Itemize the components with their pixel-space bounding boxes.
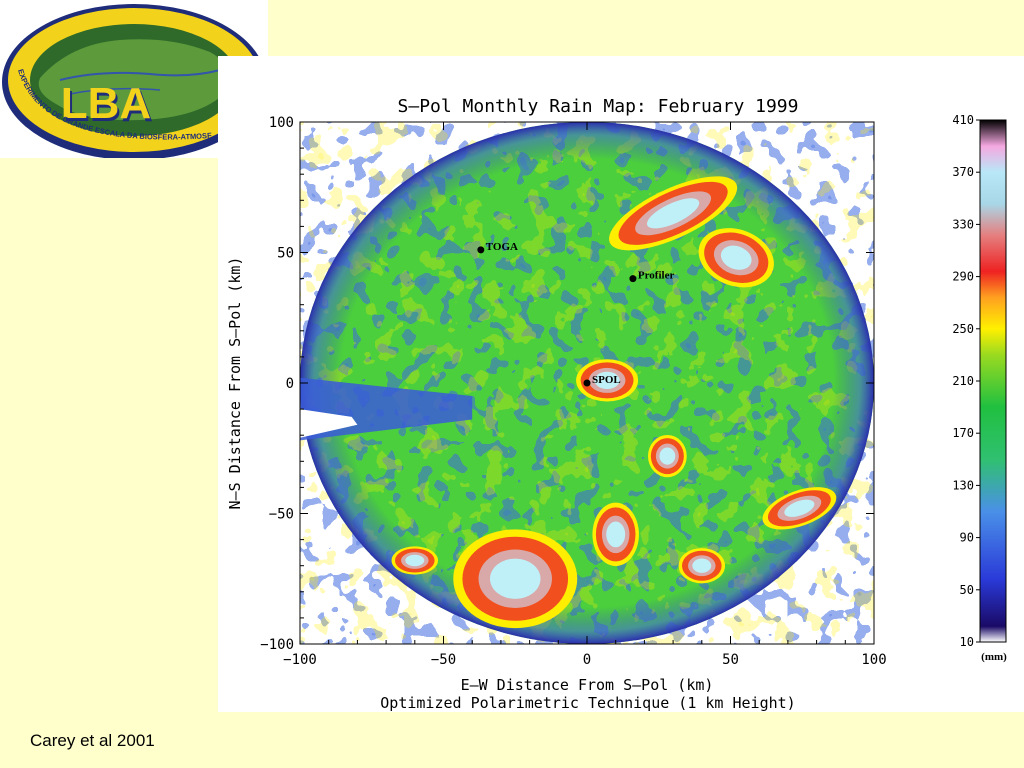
colorbar-tick-label: 290 — [952, 270, 974, 284]
colorbar-tick-label: 210 — [952, 374, 974, 388]
y-tick-label: 50 — [277, 246, 294, 262]
colorbar-tick-label: 10 — [960, 635, 974, 649]
svg-text:LBA: LBA — [63, 82, 153, 131]
colorbar-tick-label: 250 — [952, 322, 974, 336]
y-tick-label: 100 — [269, 115, 294, 131]
rain-blob-core-2 — [489, 558, 541, 599]
colorbar-tick-label: 330 — [952, 217, 974, 231]
x-tick-label: 0 — [583, 652, 591, 668]
station-label-profiler: Profiler — [638, 270, 675, 282]
station-label-spol: SPOL — [592, 374, 621, 386]
rain-map-field: TOGA Profiler SPOL — [300, 122, 874, 644]
y-tick-label: −50 — [269, 507, 294, 523]
y-tick-label: 0 — [286, 376, 294, 392]
colorbar: 10 50 90 130 170 210 250 290 330 370 410 — [952, 113, 1007, 649]
rain-blob-core-5 — [606, 521, 626, 548]
lba-logo-text: LBA — [61, 79, 151, 128]
chart-subtitle: Optimized Polarimetric Technique (1 km H… — [380, 694, 795, 712]
station-label-toga: TOGA — [486, 241, 518, 253]
rain-map-figure: TOGA Profiler SPOL −100 −50 0 50 100 −100 −50 0 50… — [218, 56, 1024, 712]
rain-blob-core-1 — [720, 245, 752, 270]
colorbar-tick-label: 90 — [960, 531, 974, 545]
rain-map-chart: TOGA Profiler SPOL −100 −50 0 50 100 −100 −50 0 50… — [226, 96, 1007, 712]
citation: Carey et al 2001 — [30, 731, 155, 750]
rain-blob-core-6 — [659, 447, 676, 465]
rain-blob-core-8 — [405, 554, 425, 567]
rain-blob-core-0 — [647, 198, 700, 229]
y-tick-label: −100 — [260, 637, 294, 653]
station-marker-spol — [583, 379, 591, 387]
rain-blob-core-4 — [784, 499, 815, 517]
x-tick-label: −100 — [283, 652, 317, 668]
colorbar-unit: (mm) — [981, 651, 1007, 663]
axes: −100 −50 0 50 100 −100 −50 0 50 100 — [260, 115, 886, 668]
lba-logo-emblem: LBA LBA EXPERIMENTO DE GRANDE ESCALA DA … — [0, 0, 266, 160]
colorbar-tick-label: 50 — [960, 583, 974, 597]
colorbar-tick-label: 170 — [952, 426, 974, 440]
colorbar-gradient — [979, 119, 1007, 643]
rain-blob-core-7 — [692, 558, 712, 573]
x-axis-label: E–W Distance From S–Pol (km) — [461, 676, 714, 694]
colorbar-tick-label: 370 — [952, 165, 974, 179]
rain-blob-core-3 — [594, 371, 620, 390]
colorbar-tick-label: 410 — [952, 113, 974, 127]
station-marker-profiler — [629, 275, 637, 283]
station-marker-toga — [477, 246, 485, 254]
beam-blockage-gap — [300, 409, 358, 438]
chart-title: S–Pol Monthly Rain Map: February 1999 — [398, 96, 799, 117]
y-axis-label: N–S Distance From S–Pol (km) — [226, 257, 244, 510]
x-tick-label: 100 — [861, 652, 886, 668]
lba-logo: LBA LBA EXPERIMENTO DE GRANDE ESCALA DA … — [0, 0, 268, 160]
x-tick-label: 50 — [722, 652, 739, 668]
x-tick-label: −50 — [431, 652, 456, 668]
colorbar-tick-label: 130 — [952, 478, 974, 492]
